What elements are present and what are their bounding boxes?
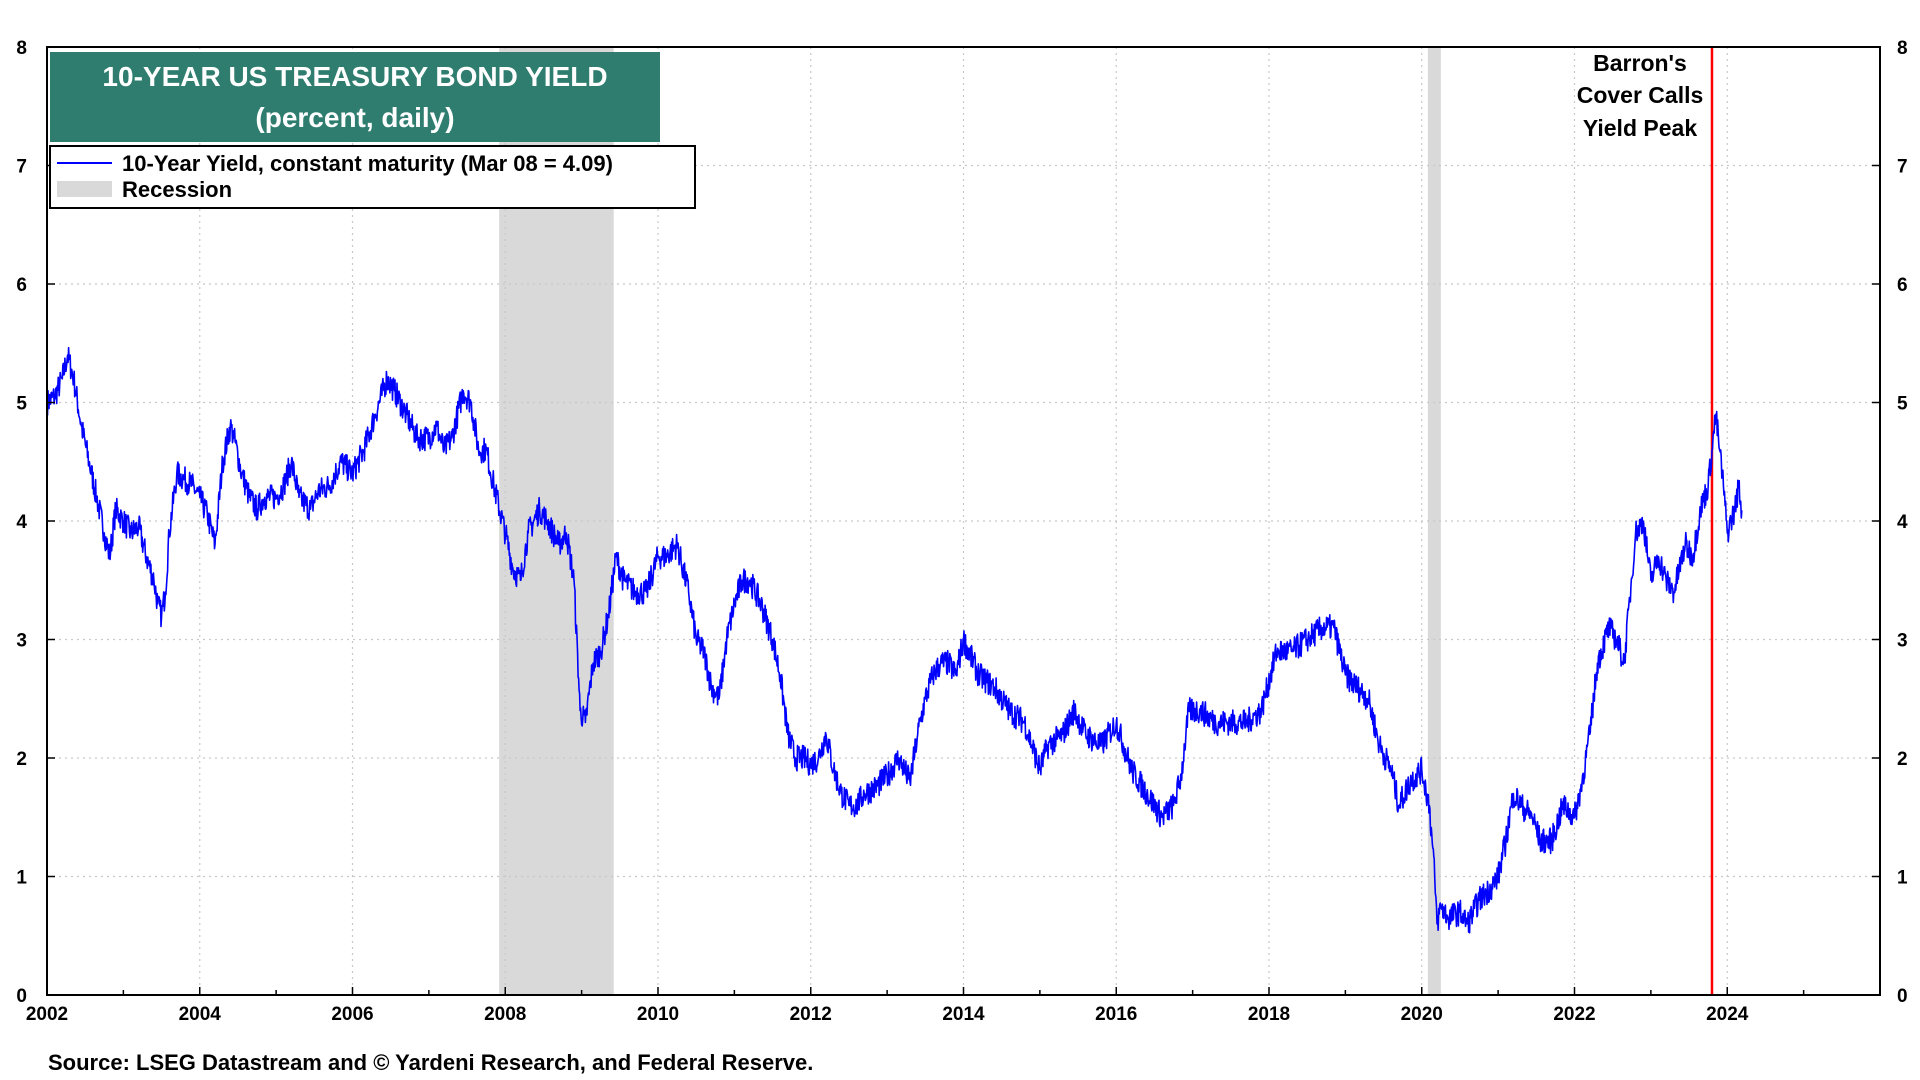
y-tick-label-left-8: 8 [16, 38, 27, 59]
y-tick-label-left-0: 0 [16, 986, 27, 1007]
x-tick-label-2004: 2004 [179, 1004, 222, 1025]
y-tick-label-right-5: 5 [1897, 394, 1908, 415]
x-tick-label-2020: 2020 [1401, 1004, 1443, 1025]
y-tick-label-left-2: 2 [16, 749, 27, 770]
x-tick-label-2018: 2018 [1248, 1004, 1290, 1025]
x-tick-label-2024: 2024 [1706, 1004, 1749, 1025]
chart-title: 10-YEAR US TREASURY BOND YIELD [102, 61, 607, 92]
x-tick-label-2008: 2008 [484, 1004, 526, 1025]
x-tick-label-2022: 2022 [1553, 1004, 1595, 1025]
y-tick-label-right-8: 8 [1897, 38, 1908, 59]
y-tick-label-left-5: 5 [16, 394, 27, 415]
y-tick-label-right-2: 2 [1897, 749, 1908, 770]
y-tick-label-right-1: 1 [1897, 868, 1908, 889]
y-tick-label-right-6: 6 [1897, 275, 1908, 296]
y-tick-label-right-7: 7 [1897, 157, 1908, 178]
x-tick-label-2014: 2014 [942, 1004, 985, 1025]
legend: 10-Year Yield, constant maturity (Mar 08… [49, 145, 696, 209]
series-line-10y-yield [46, 346, 1743, 934]
axis-ticks: 2002 2004 2006 2008 2010 2012 2014 2016 2018 2020… [16, 38, 1908, 1025]
y-tick-label-left-7: 7 [16, 157, 27, 178]
x-tick-label-2012: 2012 [790, 1004, 832, 1025]
annotation-line-2: Cover Calls [1577, 82, 1704, 108]
legend-series-label: 10-Year Yield, constant maturity (Mar 08… [122, 151, 613, 176]
y-tick-label-left-3: 3 [16, 631, 27, 652]
chart-subtitle: (percent, daily) [255, 102, 454, 133]
annotation-line-1: Barron's [1593, 50, 1687, 76]
x-tick-label-2010: 2010 [637, 1004, 679, 1025]
x-tick-label-2006: 2006 [331, 1004, 373, 1025]
title-box: 10-YEAR US TREASURY BOND YIELD (percent,… [50, 52, 660, 142]
annotation-line-3: Yield Peak [1583, 115, 1697, 141]
x-tick-label-2016: 2016 [1095, 1004, 1137, 1025]
legend-recession-label: Recession [122, 177, 232, 202]
y-tick-label-left-6: 6 [16, 275, 27, 296]
y-tick-label-left-4: 4 [16, 512, 27, 533]
y-tick-label-right-3: 3 [1897, 631, 1908, 652]
annotation: Barron's Cover Calls Yield Peak [1577, 50, 1704, 141]
y-tick-label-right-4: 4 [1897, 512, 1908, 533]
y-tick-label-left-1: 1 [16, 868, 27, 889]
x-tick-label-2002: 2002 [26, 1004, 68, 1025]
y-tick-label-right-0: 0 [1897, 986, 1908, 1007]
source-note: Source: LSEG Datastream and © Yardeni Re… [48, 1050, 813, 1075]
series-layer [46, 346, 1743, 934]
legend-recession-swatch [57, 181, 112, 197]
